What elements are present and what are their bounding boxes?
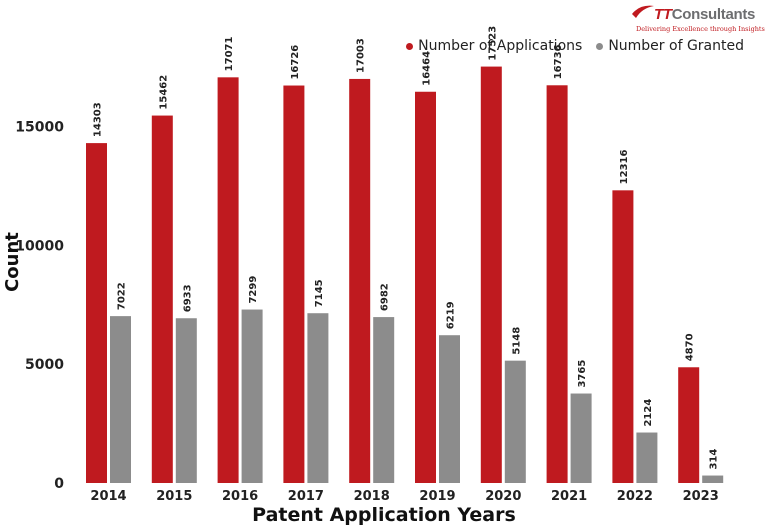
legend-applications-marker xyxy=(406,42,414,50)
granted-bar xyxy=(570,393,592,483)
granted-bar xyxy=(373,317,395,483)
granted-data-label: 7145 xyxy=(314,279,325,307)
granted-data-label: 3765 xyxy=(577,360,588,388)
logo-brand-rest: Consultants xyxy=(671,6,756,23)
applications-data-label: 15462 xyxy=(158,75,169,110)
x-tick-label: 2015 xyxy=(156,489,192,504)
legend-item-granted: Number of Granted xyxy=(596,38,744,54)
applications-data-label: 16464 xyxy=(422,51,433,86)
applications-bar xyxy=(86,143,107,484)
applications-bar xyxy=(612,190,634,483)
y-tick-label: 0 xyxy=(54,476,64,492)
logo-swoosh-icon xyxy=(632,5,654,18)
granted-bar xyxy=(110,316,131,483)
x-tick-label: 2018 xyxy=(354,489,390,504)
applications-data-label: 17003 xyxy=(356,38,367,73)
granted-bar xyxy=(175,318,197,483)
applications-bar xyxy=(480,66,502,483)
granted-bar xyxy=(241,309,263,483)
x-tick-label: 2014 xyxy=(90,489,126,504)
granted-bar xyxy=(439,335,460,483)
granted-data-label: 314 xyxy=(709,449,720,470)
legend-item-applications: Number of Applications xyxy=(406,38,582,54)
logo-brand-prefix: TT xyxy=(654,6,672,23)
logo: TTConsultants Delivering Excellence thro… xyxy=(630,4,766,38)
x-tick-label: 2023 xyxy=(683,489,719,504)
x-tick-label: 2022 xyxy=(617,489,653,504)
applications-bar xyxy=(546,85,568,483)
x-tick-label: 2016 xyxy=(222,489,258,504)
legend-granted-marker xyxy=(596,42,604,50)
y-tick-label: 10000 xyxy=(15,238,64,254)
applications-data-label: 16736 xyxy=(553,44,564,79)
applications-bar xyxy=(415,91,436,483)
applications-data-label: 17523 xyxy=(487,26,498,61)
applications-data-label: 12316 xyxy=(619,149,630,184)
applications-bar xyxy=(151,115,173,483)
granted-data-label: 7299 xyxy=(248,276,259,304)
x-tick-label: 2019 xyxy=(419,489,455,504)
granted-data-label: 6933 xyxy=(182,284,193,312)
applications-bar xyxy=(678,367,700,483)
granted-data-label: 7022 xyxy=(117,282,128,310)
granted-bar xyxy=(702,475,724,483)
applications-data-label: 16726 xyxy=(290,45,301,80)
granted-data-label: 2124 xyxy=(643,399,654,427)
y-tick-label: 15000 xyxy=(15,120,64,136)
applications-bar xyxy=(349,78,371,483)
granted-bar xyxy=(504,360,526,483)
chart-legend: Number of Applications Number of Granted xyxy=(406,38,744,54)
applications-data-label: 14303 xyxy=(93,102,104,137)
granted-bar xyxy=(307,313,329,483)
logo-brand: TTConsultants xyxy=(654,6,755,23)
x-axis-label: Patent Application Years xyxy=(252,504,516,526)
applications-bar xyxy=(283,85,305,483)
legend-granted-label: Number of Granted xyxy=(608,38,744,54)
x-tick-label: 2021 xyxy=(551,489,587,504)
applications-bar xyxy=(217,77,239,484)
legend-applications-label: Number of Applications xyxy=(418,38,583,54)
logo-tagline: Delivering Excellence through Insights xyxy=(636,25,765,33)
granted-bar xyxy=(636,432,658,483)
applications-data-label: 17071 xyxy=(224,36,235,71)
applications-data-label: 4870 xyxy=(685,333,696,361)
y-tick-label: 5000 xyxy=(25,357,64,373)
granted-data-label: 6219 xyxy=(446,301,457,329)
granted-data-label: 6982 xyxy=(380,283,391,311)
x-tick-label: 2017 xyxy=(288,489,324,504)
x-tick-label: 2020 xyxy=(485,489,521,504)
granted-data-label: 5148 xyxy=(511,327,522,355)
y-axis-label: Count xyxy=(2,232,23,292)
